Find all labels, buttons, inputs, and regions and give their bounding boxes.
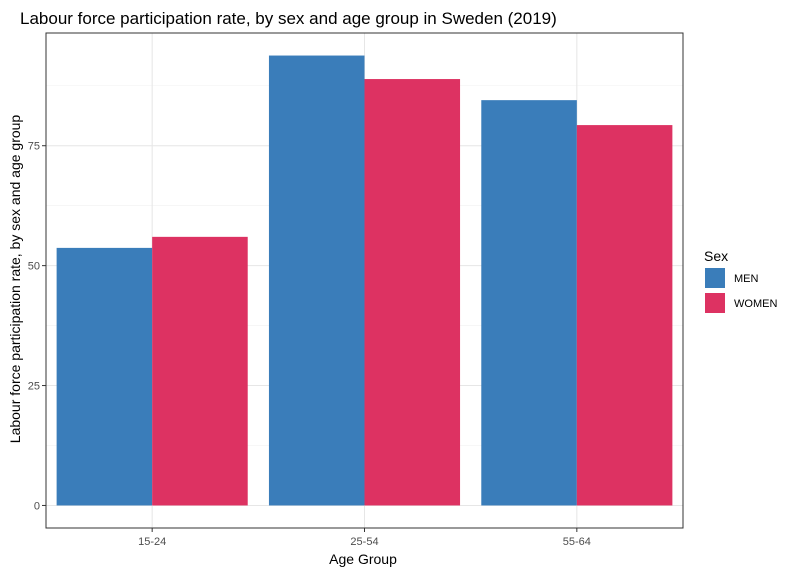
legend-key-women (705, 293, 725, 313)
x-axis-title: Age Group (329, 551, 397, 567)
x-tick-label: 55-64 (563, 536, 591, 548)
x-tick-label: 25-54 (350, 536, 378, 548)
plot-area: 0 25 50 75 15-24 25-54 55-64 (28, 32, 684, 548)
y-tick-label: 25 (28, 381, 40, 393)
bar-men-55-64 (481, 100, 577, 506)
bar-women-15-24 (152, 236, 248, 506)
legend-label-women: WOMEN (734, 298, 777, 310)
y-tick-label: 50 (28, 261, 40, 273)
y-tick-label: 0 (34, 500, 40, 512)
bar-men-25-54 (268, 55, 365, 506)
bar-women-55-64 (576, 125, 673, 506)
chart-title: Labour force participation rate, by sex … (20, 9, 557, 28)
legend-key-men (705, 268, 725, 288)
bar-women-25-54 (364, 79, 461, 506)
legend-label-men: MEN (734, 273, 759, 285)
y-axis-title: Labour force participation rate, by sex … (7, 115, 23, 444)
legend-title: Sex (704, 248, 728, 264)
x-tick-label: 15-24 (138, 536, 166, 548)
y-tick-label: 75 (28, 141, 40, 153)
legend: Sex MEN WOMEN (704, 248, 777, 313)
bar-men-15-24 (56, 247, 153, 506)
